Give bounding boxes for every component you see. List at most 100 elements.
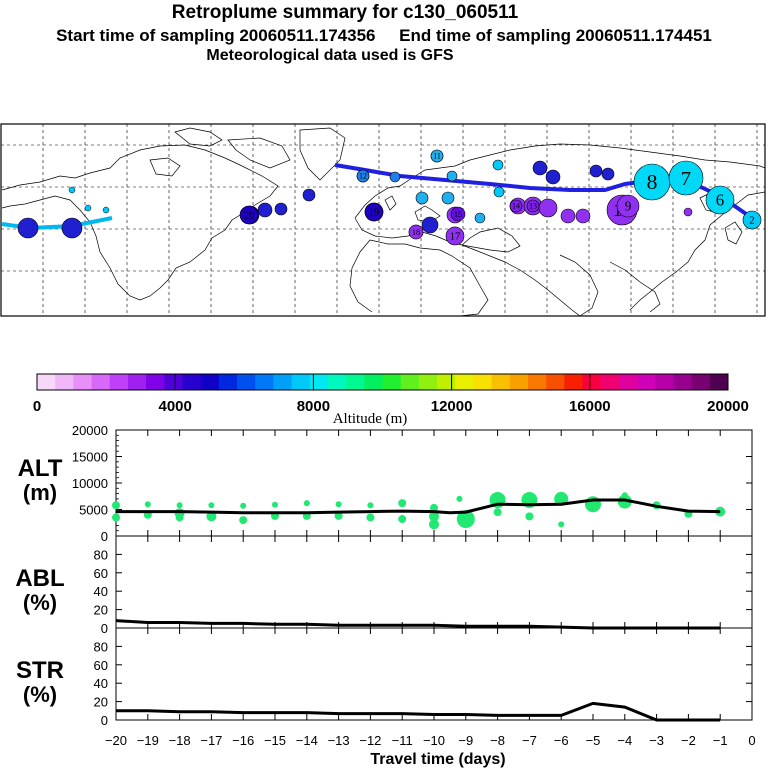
map-marker-label: 15	[454, 210, 462, 219]
colorbar-cell	[473, 374, 493, 390]
chart-title: Retroplume summary for c130_060511	[171, 2, 519, 23]
colorbar-cell	[327, 374, 347, 390]
colorbar-cell	[146, 374, 165, 390]
marker-dot	[575, 208, 591, 224]
y-tick-label: 60	[94, 566, 108, 581]
y-tick-label: 10000	[72, 476, 108, 491]
meteorological-data-line: Meteorological data used is GFS	[206, 47, 454, 64]
alt-point	[715, 506, 726, 517]
x-tick-label: −12	[359, 733, 381, 748]
colorbar-cell	[200, 374, 220, 390]
time-series-panels: ALT(m)20000150001000050000ABL(%)80604020…	[15, 423, 755, 768]
colorbar-cells	[37, 374, 729, 390]
map-marker-label: 9	[625, 198, 632, 213]
alt-point	[493, 508, 502, 517]
colorbar-cell	[637, 374, 656, 390]
map-graticule	[1, 124, 765, 316]
alt-point	[429, 519, 439, 530]
marker-dot	[560, 208, 576, 224]
map-marker-label: 11	[433, 151, 441, 160]
alt-point	[112, 513, 120, 522]
marker-dot	[257, 202, 273, 218]
x-axis: −20 −19 −18 −17 −16 −15 −14 −13 −12 −11 −10 −9 −8 −7−…	[105, 733, 756, 768]
x-tick-label: −5	[586, 733, 601, 748]
x-tick-label: −20	[105, 733, 127, 748]
x-tick-label: −10	[423, 733, 445, 748]
alt-point	[239, 516, 248, 525]
x-tick-label: −3	[649, 733, 664, 748]
alt-point	[272, 501, 278, 508]
map-marker-circle	[356, 169, 370, 183]
map-marker-circle	[526, 199, 540, 213]
marker-dot	[102, 206, 110, 214]
alt-point	[558, 521, 565, 528]
colorbar-cell	[400, 374, 420, 390]
colorbar-cell	[527, 374, 547, 390]
marker-dot	[84, 204, 92, 212]
colorbar-cell	[255, 374, 274, 390]
map-marker-11: 11	[430, 149, 444, 163]
marker-dot	[601, 167, 615, 181]
alt-point	[398, 515, 407, 524]
marker-dot	[493, 186, 505, 198]
x-tick-label: −1	[713, 733, 728, 748]
y-tick-label: 20	[94, 695, 108, 710]
alt-point	[240, 502, 247, 509]
panel-unit: (m)	[23, 480, 57, 505]
alt-point	[525, 512, 534, 521]
colorbar-cell	[91, 374, 111, 390]
colorbar-cell	[509, 374, 529, 390]
marker-dot	[446, 170, 458, 182]
panel-alt: ALT(m) 20000 15000 10000 5000 0	[18, 423, 753, 544]
y-tick-label: 40	[94, 584, 108, 599]
x-tick-label: −17	[200, 733, 222, 748]
colorbar-tick-label: 12000	[431, 398, 473, 415]
x-tick-label: −9	[458, 733, 473, 748]
y-tick-label: 0	[101, 713, 108, 728]
x-tick-label: −13	[328, 733, 350, 748]
colorbar-cell	[382, 374, 402, 390]
panel-frame	[115, 535, 753, 629]
map-marker-circle	[450, 206, 466, 222]
x-tick-label: −11	[392, 733, 413, 748]
alt-mean-line	[116, 498, 721, 515]
map-marker-label: 17	[450, 231, 461, 243]
panel-title: STR	[16, 657, 64, 684]
y-tick-label: 20	[94, 603, 108, 618]
y-tick-label: 60	[94, 658, 108, 673]
map-marker-17: 17	[445, 226, 465, 246]
colorbar-tick-label: 4000	[159, 398, 192, 415]
colorbar-cell	[182, 374, 202, 390]
map-marker-circle	[742, 210, 762, 230]
panel-frame	[115, 627, 753, 721]
colorbar-cell	[291, 374, 311, 390]
alt-point	[429, 511, 439, 522]
map-marker-label: 7	[681, 168, 691, 190]
trajectory-west	[1, 216, 113, 231]
x-tick-label: −16	[232, 733, 254, 748]
alt-point	[617, 494, 632, 509]
alt-point	[303, 500, 310, 507]
map-marker-8: 8	[633, 163, 671, 201]
colorbar-cell	[127, 374, 147, 390]
map-marker-label: 13	[529, 201, 537, 210]
map-marker-18: 18	[408, 224, 424, 240]
map-marker-circle	[430, 149, 444, 163]
map-marker-14: 14	[509, 199, 523, 213]
marker-dot	[17, 217, 39, 239]
x-tick-label: −14	[296, 733, 318, 748]
marker-dot	[532, 160, 548, 176]
map-marker-label: 8	[647, 170, 658, 194]
map-marker-15: 15	[450, 206, 466, 222]
str-line	[116, 701, 721, 722]
y-tick-label: 20000	[72, 423, 108, 438]
marker-dot	[441, 191, 455, 205]
alt-point	[176, 502, 183, 509]
y-tick-label: 5000	[79, 503, 108, 518]
retroplume-map: 8761092111215141319201718	[0, 123, 766, 317]
panel-unit: (%)	[23, 682, 57, 707]
colorbar-cell	[346, 374, 365, 390]
x-tick-label: −15	[264, 733, 286, 748]
sampling-time-line: Start time of sampling 20060511.174356 E…	[56, 26, 712, 45]
marker-dot	[492, 159, 504, 171]
